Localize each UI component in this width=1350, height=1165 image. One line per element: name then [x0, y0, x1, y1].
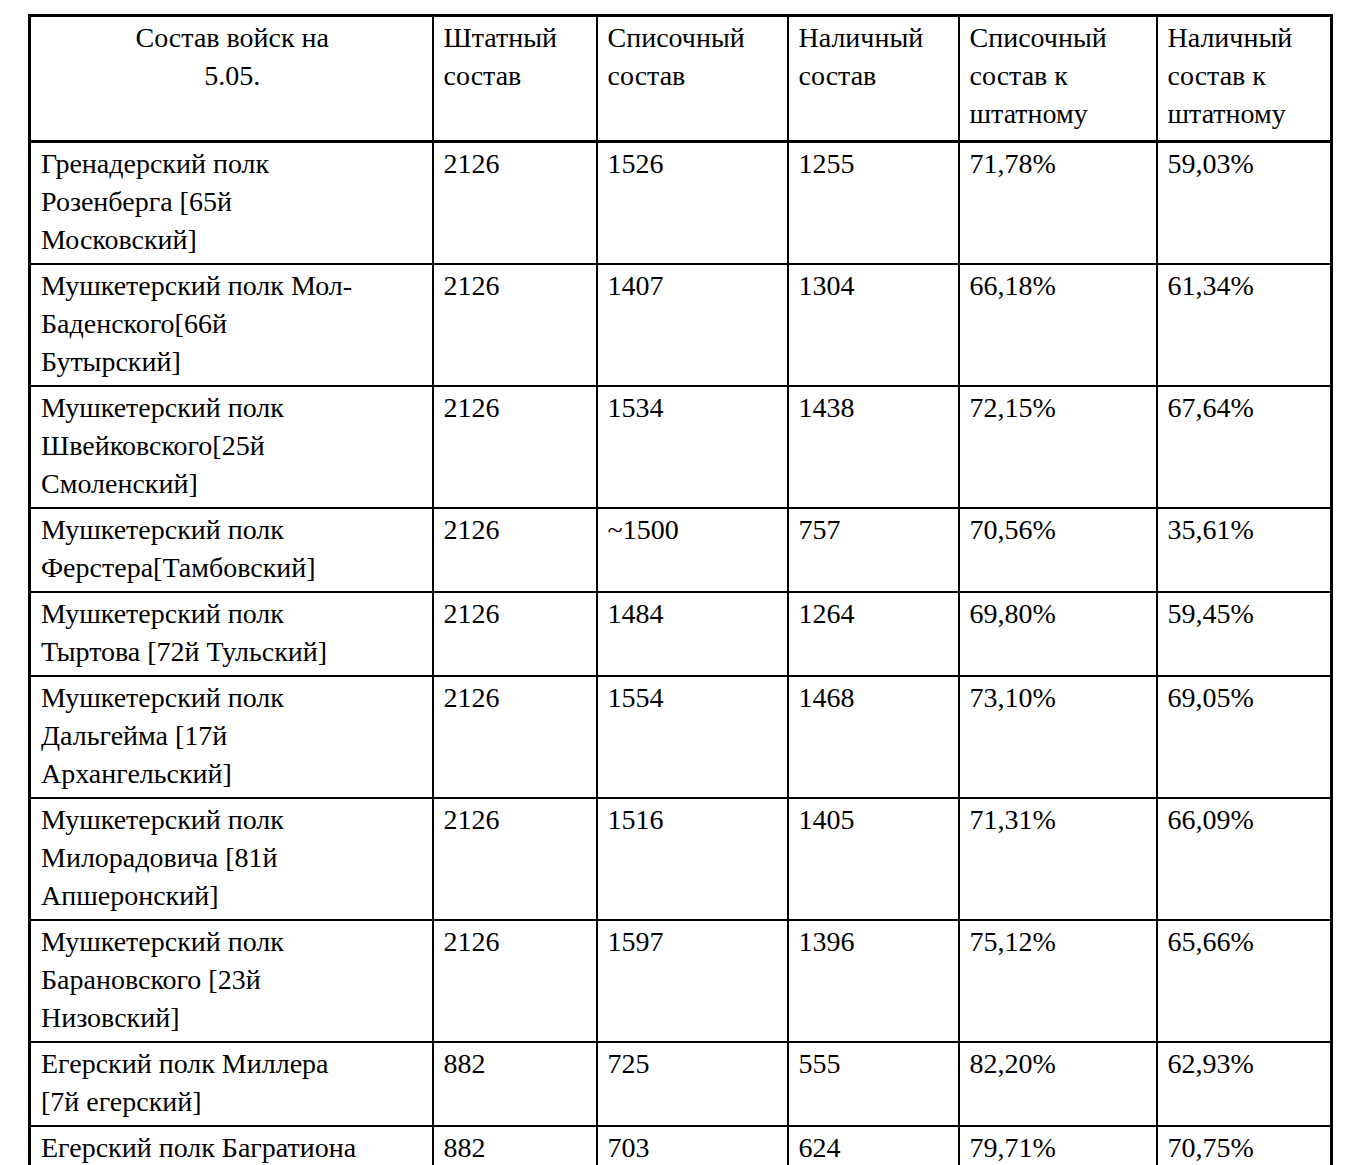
regular-strength-cell: 2126 [433, 592, 597, 676]
table-row: Мушкетерский полк Мол- Баденского[66й Бу… [30, 264, 1332, 386]
table-row: Гренадерский полк Розенберга [65й Москов… [30, 142, 1332, 265]
regiment-name-cell: Егерский полк Багратиона [6й егерский] [30, 1126, 433, 1165]
troops-strength-table: Состав войск на 5.05. Штатный состав Спи… [28, 14, 1333, 1165]
regiment-name-cell: Мушкетерский полк Ферстера[Тамбовский] [30, 508, 433, 592]
column-header-present-strength: Наличный состав [788, 16, 959, 142]
present-pct-cell: 66,09% [1157, 798, 1332, 920]
table-row: Мушкетерский полк Швейковского[25й Смоле… [30, 386, 1332, 508]
present-pct-cell: 67,64% [1157, 386, 1332, 508]
present-strength-cell: 1468 [788, 676, 959, 798]
header-row: Состав войск на 5.05. Штатный состав Спи… [30, 16, 1332, 142]
listed-strength-cell: 1484 [597, 592, 788, 676]
regular-strength-cell: 2126 [433, 798, 597, 920]
listed-strength-cell: 1554 [597, 676, 788, 798]
listed-pct-cell: 71,31% [959, 798, 1157, 920]
regiment-name-cell: Мушкетерский полк Барановского [23й Низо… [30, 920, 433, 1042]
listed-pct-cell: 79,71% [959, 1126, 1157, 1165]
table-row: Мушкетерский полк Ферстера[Тамбовский] 2… [30, 508, 1332, 592]
table-row: Мушкетерский полк Тыртова [72й Тульский]… [30, 592, 1332, 676]
regular-strength-cell: 2126 [433, 920, 597, 1042]
present-pct-cell: 35,61% [1157, 508, 1332, 592]
regiment-name-cell: Егерский полк Миллера [7й егерский] [30, 1042, 433, 1126]
listed-pct-cell: 66,18% [959, 264, 1157, 386]
regular-strength-cell: 882 [433, 1126, 597, 1165]
present-strength-cell: 555 [788, 1042, 959, 1126]
table-row: Мушкетерский полк Милорадовича [81й Апше… [30, 798, 1332, 920]
present-pct-cell: 70,75% [1157, 1126, 1332, 1165]
regiment-name-cell: Мушкетерский полк Дальгейма [17й Арханге… [30, 676, 433, 798]
regular-strength-cell: 2126 [433, 386, 597, 508]
regular-strength-cell: 2126 [433, 142, 597, 265]
present-pct-cell: 59,03% [1157, 142, 1332, 265]
table-row: Мушкетерский полк Дальгейма [17й Арханге… [30, 676, 1332, 798]
present-strength-cell: 1264 [788, 592, 959, 676]
regular-strength-cell: 2126 [433, 264, 597, 386]
listed-strength-cell: 1407 [597, 264, 788, 386]
regular-strength-cell: 2126 [433, 676, 597, 798]
regiment-name-cell: Мушкетерский полк Мол- Баденского[66й Бу… [30, 264, 433, 386]
listed-pct-cell: 73,10% [959, 676, 1157, 798]
present-strength-cell: 1396 [788, 920, 959, 1042]
column-header-regular-strength: Штатный состав [433, 16, 597, 142]
listed-strength-cell: 1534 [597, 386, 788, 508]
regiment-name-cell: Мушкетерский полк Милорадовича [81й Апше… [30, 798, 433, 920]
listed-strength-cell: 1516 [597, 798, 788, 920]
table-row: Егерский полк Багратиона [6й егерский] 8… [30, 1126, 1332, 1165]
listed-pct-cell: 71,78% [959, 142, 1157, 265]
present-pct-cell: 61,34% [1157, 264, 1332, 386]
regular-strength-cell: 2126 [433, 508, 597, 592]
regiment-name-cell: Мушкетерский полк Тыртова [72й Тульский] [30, 592, 433, 676]
listed-strength-cell: 703 [597, 1126, 788, 1165]
listed-pct-cell: 72,15% [959, 386, 1157, 508]
column-header-composition: Состав войск на 5.05. [30, 16, 433, 142]
table-row: Егерский полк Миллера [7й егерский] 882 … [30, 1042, 1332, 1126]
listed-pct-cell: 69,80% [959, 592, 1157, 676]
column-header-listed-strength: Списочный состав [597, 16, 788, 142]
listed-pct-cell: 75,12% [959, 920, 1157, 1042]
column-header-listed-to-regular: Списочный состав к штатному [959, 16, 1157, 142]
regiment-name-cell: Мушкетерский полк Швейковского[25й Смоле… [30, 386, 433, 508]
regiment-name-cell: Гренадерский полк Розенберга [65й Москов… [30, 142, 433, 265]
present-strength-cell: 1304 [788, 264, 959, 386]
present-strength-cell: 624 [788, 1126, 959, 1165]
listed-pct-cell: 82,20% [959, 1042, 1157, 1126]
present-strength-cell: 757 [788, 508, 959, 592]
present-pct-cell: 65,66% [1157, 920, 1332, 1042]
listed-strength-cell: 725 [597, 1042, 788, 1126]
listed-strength-cell: ~1500 [597, 508, 788, 592]
listed-strength-cell: 1597 [597, 920, 788, 1042]
regular-strength-cell: 882 [433, 1042, 597, 1126]
listed-strength-cell: 1526 [597, 142, 788, 265]
document-page: Состав войск на 5.05. Штатный состав Спи… [0, 0, 1350, 1165]
present-strength-cell: 1438 [788, 386, 959, 508]
present-pct-cell: 69,05% [1157, 676, 1332, 798]
present-pct-cell: 62,93% [1157, 1042, 1332, 1126]
column-header-present-to-regular: Наличный состав к штатному [1157, 16, 1332, 142]
present-pct-cell: 59,45% [1157, 592, 1332, 676]
listed-pct-cell: 70,56% [959, 508, 1157, 592]
present-strength-cell: 1405 [788, 798, 959, 920]
table-row: Мушкетерский полк Барановского [23й Низо… [30, 920, 1332, 1042]
present-strength-cell: 1255 [788, 142, 959, 265]
